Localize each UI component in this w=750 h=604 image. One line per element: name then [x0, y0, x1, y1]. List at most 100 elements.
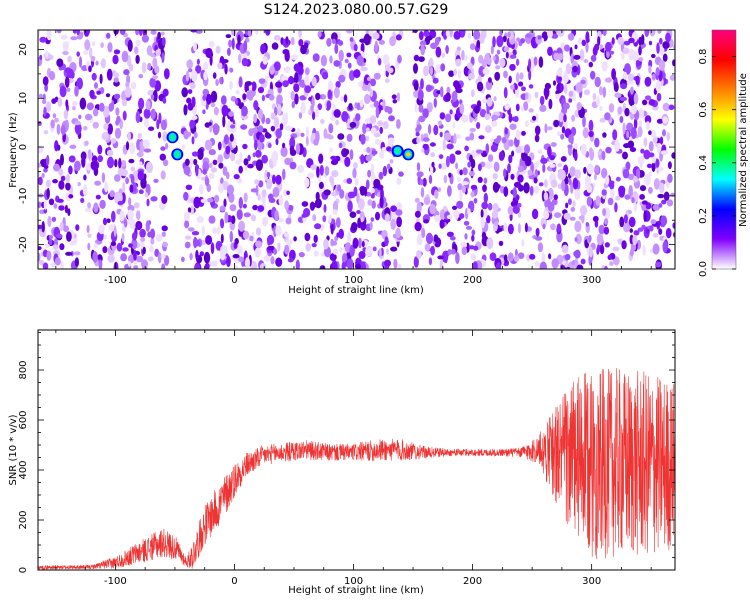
spectrogram-cell [295, 143, 301, 155]
spectrogram-cell [395, 209, 403, 216]
spectrogram-cell [317, 103, 323, 111]
spectrogram-cell [481, 201, 489, 210]
spectrogram-cell [559, 83, 564, 92]
spectrogram-cell [633, 117, 638, 130]
spectrogram-cell [370, 163, 375, 175]
spectrogram-cell [669, 74, 675, 81]
spectrogram-cell [396, 177, 402, 185]
spectrogram-cell [284, 200, 290, 211]
spectrogram-cell [135, 210, 141, 221]
spectrogram-cell [569, 166, 576, 177]
spectrogram-cell [648, 186, 653, 194]
spectrogram-cell [537, 35, 542, 40]
snr-x-ticks: -100 0 100 200 300 [55, 330, 652, 587]
spectrogram-cell [528, 84, 534, 89]
spectrogram-cell [238, 197, 243, 209]
spectrogram-cell [43, 208, 48, 214]
spectrogram-cell [328, 214, 332, 224]
spectrogram-cell [110, 241, 117, 247]
spectrogram-cell [492, 55, 496, 61]
spectrogram-cell [365, 135, 370, 142]
spectrogram-cell [228, 192, 235, 203]
spectrogram-cell [416, 124, 422, 131]
spectrogram-cell [429, 66, 434, 76]
spectrogram-cell [68, 155, 76, 163]
spectrogram-cell [247, 154, 251, 162]
spectrogram-cell [476, 149, 484, 154]
spectrogram-cell [119, 210, 125, 222]
spectrogram-cell [478, 135, 485, 140]
spectrogram-cell [300, 132, 305, 137]
spectrogram-cell [643, 149, 651, 160]
spectrogram-cell [658, 45, 665, 56]
spectrogram-cell [584, 175, 591, 187]
spectrogram-cell [202, 61, 209, 71]
spectrogram-cell [113, 30, 119, 35]
spectrogram-cell [228, 111, 234, 117]
spectrogram-cell [508, 75, 512, 84]
spectrogram-cell [225, 145, 231, 155]
spectrogram-cell [464, 55, 468, 61]
spectrogram-cell [193, 196, 201, 209]
spectrogram-cell [60, 260, 64, 269]
spectrogram-cell [158, 112, 162, 125]
spectrogram-cell [44, 83, 48, 92]
spectrogram-cell [208, 162, 213, 168]
colorbar-tick-label: 0.8 [698, 49, 709, 65]
spectrogram-cell [76, 77, 83, 90]
spectrogram-peak-hot [175, 151, 180, 157]
spectrogram-x-tick-label: 100 [344, 275, 363, 286]
spectrogram-cell [564, 44, 570, 52]
spectrogram-cell [397, 54, 402, 64]
spectrogram-cell [532, 115, 537, 121]
spectrogram-cell [420, 78, 424, 90]
spectrogram-cells [38, 30, 675, 269]
spectrogram-cell [567, 33, 575, 41]
spectrogram-cell [233, 264, 238, 269]
spectrogram-cell [569, 216, 576, 221]
spectrogram-cell [56, 58, 64, 67]
spectrogram-cell [152, 90, 158, 102]
spectrogram-cell [624, 63, 631, 75]
spectrogram-cell [57, 198, 64, 203]
spectrogram-cell [64, 204, 68, 214]
spectrogram-cell [108, 103, 114, 112]
spectrogram-cell [524, 144, 531, 154]
spectrogram-cell [45, 179, 52, 188]
spectrogram-cell [607, 197, 614, 206]
spectrogram-cell [556, 68, 562, 77]
spectrogram-cell [195, 65, 202, 74]
spectrogram-cell [260, 43, 266, 55]
spectrogram-cell [416, 171, 424, 178]
spectrogram-cell [44, 243, 50, 248]
spectrogram-cell [261, 154, 269, 164]
spectrogram-cell [220, 95, 227, 105]
spectrogram-cell [622, 151, 628, 160]
spectrogram-cell [284, 112, 288, 124]
spectrogram-cell [435, 64, 441, 69]
spectrogram-cell [465, 225, 473, 230]
spectrogram-cell [337, 40, 344, 46]
spectrogram-cell [268, 197, 276, 203]
spectrogram-cell [528, 69, 532, 81]
spectrogram-cell [262, 56, 268, 65]
spectrogram-cell [353, 69, 361, 79]
spectrogram-cell [644, 30, 650, 38]
spectrogram-cell [137, 170, 144, 181]
spectrogram-cell [346, 133, 353, 142]
spectrogram-cell [135, 54, 140, 64]
spectrogram-cell [375, 211, 380, 221]
spectrogram-cell [379, 150, 385, 159]
spectrogram-cell [369, 115, 377, 125]
spectrogram-cell [304, 232, 311, 242]
spectrogram-cell [531, 208, 539, 220]
spectrogram-cell [193, 41, 197, 52]
spectrogram-cell [425, 84, 433, 92]
spectrogram-cell [453, 210, 461, 219]
spectrogram-cell [153, 178, 159, 183]
spectrogram-cell [327, 80, 334, 92]
colorbar: 0.0 0.2 0.4 0.6 0.8 Normalized spectral ampl… [698, 29, 749, 277]
spectrogram-cell [511, 150, 515, 157]
spectrogram-cell [361, 84, 369, 92]
spectrogram-cell [113, 261, 119, 269]
